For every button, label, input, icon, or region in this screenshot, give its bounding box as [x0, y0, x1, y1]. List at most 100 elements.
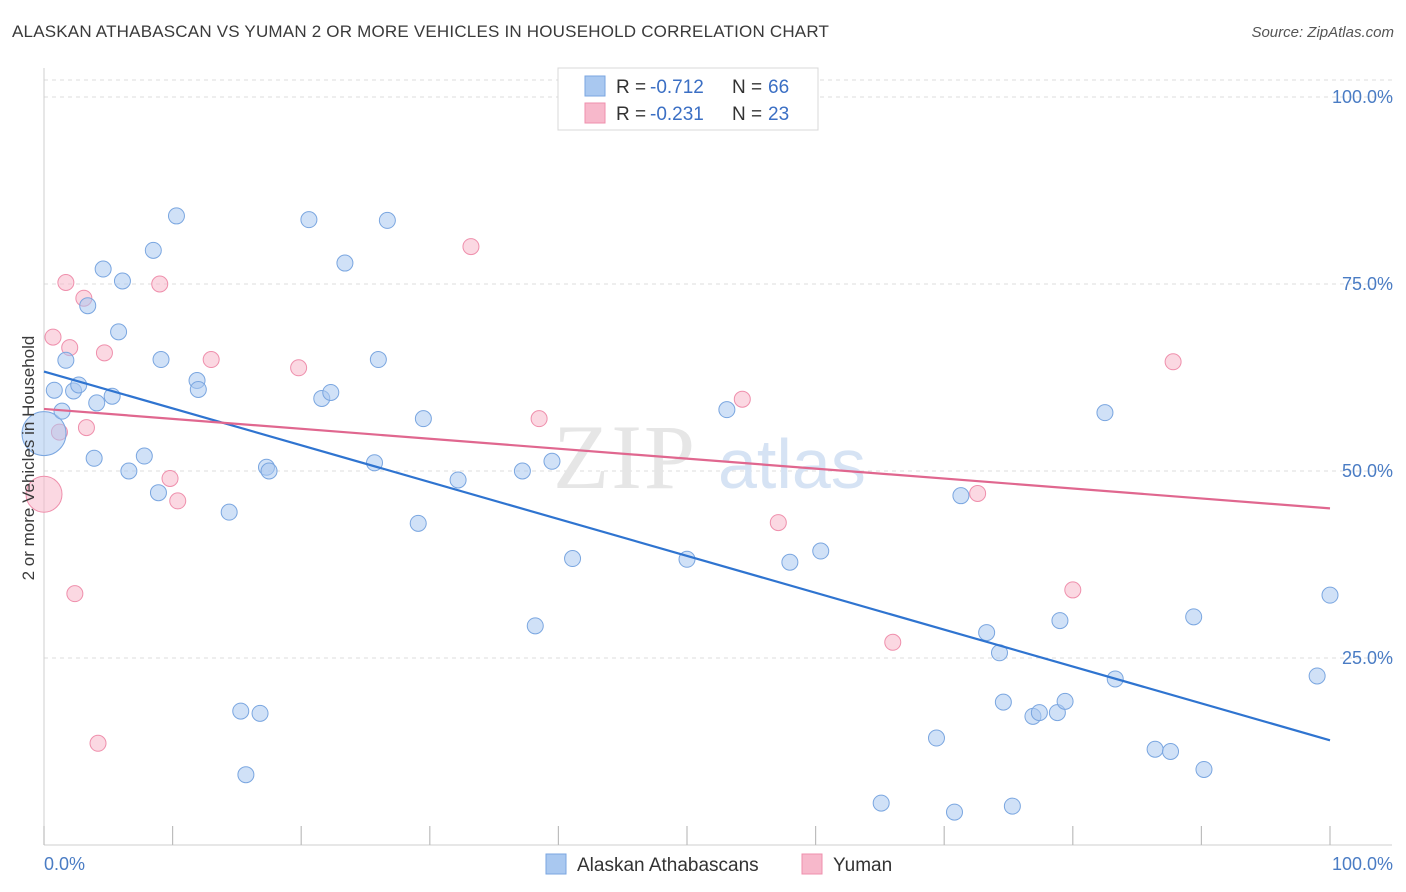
x-tick-label: 100.0%	[1332, 854, 1393, 874]
athabascan-point	[718, 401, 736, 419]
bottom-legend-athabascan: Alaskan Athabascans	[577, 855, 759, 876]
athabascan-point	[1162, 743, 1180, 760]
y-tick-label: 100.0%	[1332, 87, 1393, 107]
athabascan-point	[1195, 760, 1213, 778]
yuman-point	[1064, 581, 1082, 599]
yuman-point	[95, 344, 113, 362]
athabascan-point	[88, 394, 106, 412]
legend-r-value-2: -0.231	[650, 104, 704, 125]
yuman-trend-line	[43, 407, 1331, 510]
athabascan-point	[237, 766, 255, 784]
legend-swatch-pink	[584, 102, 606, 124]
athabascan-point	[564, 550, 582, 568]
yuman-point	[151, 275, 169, 293]
athabascan-point	[79, 297, 97, 315]
athabascan-point	[94, 260, 112, 278]
athabascan-point	[110, 323, 128, 341]
athabascan-point	[232, 702, 250, 720]
yuman-point	[57, 274, 75, 292]
athabascan-point	[113, 272, 131, 290]
bottom-legend-swatch-blue	[545, 853, 567, 875]
athabascan-point	[369, 351, 387, 369]
athabascan-point	[378, 211, 396, 229]
watermark-atlas: atlas	[718, 425, 866, 503]
legend: R = -0.712 N = 66 R = -0.231 N = 23	[557, 67, 819, 131]
athabascan-point	[414, 410, 432, 428]
athabascan-point	[322, 383, 340, 401]
legend-n-value-2: 23	[768, 104, 789, 125]
legend-swatch-blue	[584, 75, 606, 97]
athabascan-point	[220, 503, 238, 521]
yuman-point	[1164, 353, 1182, 371]
athabascan-point	[812, 542, 830, 560]
yuman-point	[769, 514, 787, 532]
legend-r-label-1: R =	[616, 77, 646, 98]
athabascan-point	[189, 380, 207, 398]
athabascan-point	[945, 803, 963, 821]
athabascan-point	[449, 471, 467, 489]
y-axis-label: 2 or more Vehicles in Household	[19, 336, 38, 581]
athabascan-point	[994, 693, 1012, 711]
y-tick-label: 50.0%	[1342, 461, 1393, 481]
athabascan-trend-line	[43, 370, 1331, 742]
x-tick-label: 0.0%	[44, 854, 85, 874]
legend-n-label-2: N =	[732, 104, 762, 125]
athabascan-point	[978, 624, 996, 642]
yuman-point	[89, 734, 107, 752]
yuman-point	[25, 475, 63, 513]
athabascan-point	[45, 381, 63, 399]
athabascan-point	[513, 462, 531, 480]
yuman-point	[290, 359, 308, 377]
athabascan-point	[21, 411, 67, 457]
yuman-point	[884, 633, 902, 651]
y-tick-label: 75.0%	[1342, 274, 1393, 294]
athabascan-point	[167, 207, 185, 225]
watermark: ZIP atlas	[553, 406, 866, 508]
athabascan-point	[1030, 704, 1048, 722]
yuman-point	[66, 585, 84, 603]
yuman-point	[77, 419, 95, 437]
athabascan-point	[57, 351, 75, 369]
athabascan-point	[1146, 740, 1164, 758]
athabascan-point	[1185, 608, 1203, 626]
legend-r-value-1: -0.712	[650, 77, 704, 98]
legend-r-label-2: R =	[616, 104, 646, 125]
yuman-point	[462, 238, 480, 256]
athabascan-point	[952, 487, 970, 505]
yuman-point	[733, 390, 751, 408]
yuman-point	[44, 328, 62, 346]
athabascan-point	[872, 794, 890, 812]
athabascan-point	[152, 351, 170, 369]
yuman-point	[969, 484, 987, 502]
athabascan-point	[1096, 404, 1114, 422]
athabascan-point	[1056, 692, 1074, 710]
chart-title: ALASKAN ATHABASCAN VS YUMAN 2 OR MORE VE…	[12, 22, 830, 41]
athabascan-point	[1051, 612, 1069, 630]
legend-n-value-1: 66	[768, 77, 789, 98]
athabascan-point	[781, 553, 799, 571]
trend-lines	[43, 370, 1331, 742]
athabascan-point	[85, 449, 103, 467]
athabascan-point	[336, 254, 354, 272]
athabascan-point	[251, 704, 269, 722]
y-tick-label: 25.0%	[1342, 648, 1393, 668]
bottom-legend-yuman: Yuman	[833, 855, 892, 876]
bottom-legend-swatch-pink	[801, 853, 823, 875]
athabascan-point	[1003, 797, 1021, 815]
yuman-point	[202, 351, 220, 369]
athabascan-points	[21, 207, 1339, 821]
athabascan-point	[927, 729, 945, 747]
yuman-point	[530, 410, 548, 428]
athabascan-point	[1308, 667, 1326, 685]
grid-lines	[44, 79, 1392, 659]
athabascan-point	[526, 617, 544, 635]
x-tick-labels: 0.0% 100.0%	[44, 854, 1393, 874]
bottom-legend: Alaskan Athabascans Yuman	[545, 853, 892, 876]
athabascan-point	[120, 462, 138, 480]
y-tick-labels: 100.0% 75.0% 50.0% 25.0%	[1332, 87, 1393, 668]
athabascan-point	[135, 447, 153, 465]
athabascan-point	[300, 211, 318, 229]
athabascan-point	[1321, 586, 1339, 604]
legend-n-label-1: N =	[732, 77, 762, 98]
yuman-point	[169, 492, 187, 510]
